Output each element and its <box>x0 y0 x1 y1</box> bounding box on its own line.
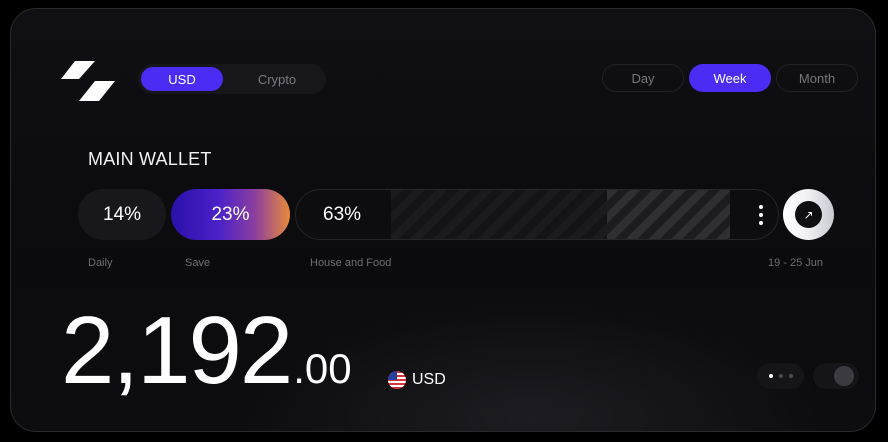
tab-month[interactable]: Month <box>776 64 858 92</box>
segment-house-food[interactable]: 63% <box>295 189 779 240</box>
segment-stripe-dark <box>391 190 607 239</box>
wallet-card: USD Crypto Day Week Month MAIN WALLET 14… <box>10 8 876 432</box>
pagination-dot[interactable] <box>788 374 793 378</box>
segment-house-label: House and Food <box>310 257 392 269</box>
currency-code: USD <box>412 371 446 388</box>
balance-amount: 2,192 .00 <box>61 301 352 401</box>
pagination-dots[interactable] <box>757 363 804 389</box>
tab-crypto[interactable]: Crypto <box>257 71 297 87</box>
date-range: 19 - 25 Jun <box>768 257 824 269</box>
segment-house-percent: 63% <box>323 203 362 225</box>
balance-whole: 2,192 <box>61 297 293 404</box>
open-wallet-button[interactable]: ↗ <box>783 189 834 240</box>
wallet-title: MAIN WALLET <box>88 149 212 169</box>
tab-usd[interactable]: USD <box>141 67 223 91</box>
theme-toggle[interactable] <box>813 363 859 389</box>
arrow-up-right-icon: ↗ <box>795 201 822 228</box>
toggle-knob <box>834 366 854 386</box>
segment-daily-percent: 14% <box>102 203 142 225</box>
segment-save-percent: 23% <box>211 203 250 225</box>
segment-save-label: Save <box>185 257 211 269</box>
segment-save[interactable]: 23% <box>171 189 290 240</box>
tab-week[interactable]: Week <box>689 64 771 92</box>
currency-switch: USD Crypto <box>138 64 326 94</box>
vertical-dots-icon[interactable] <box>759 205 763 225</box>
us-flag-icon <box>388 371 406 389</box>
app-logo-icon <box>61 61 115 101</box>
currency-tag: USD <box>388 371 446 389</box>
tab-day[interactable]: Day <box>602 64 684 92</box>
balance-cents: .00 <box>293 345 352 392</box>
pagination-dot[interactable] <box>778 374 783 378</box>
segment-stripe-light <box>607 190 730 239</box>
segment-daily[interactable]: 14% <box>78 189 166 240</box>
segment-daily-label: Daily <box>88 257 113 269</box>
pagination-dot[interactable] <box>768 374 773 378</box>
